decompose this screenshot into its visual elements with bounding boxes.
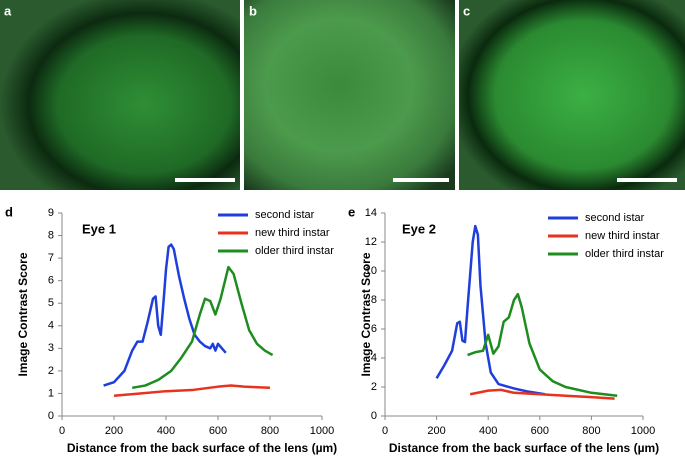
y-tick-label: 2 — [371, 381, 377, 393]
y-tick-label: 0 — [48, 410, 54, 422]
micrograph — [0, 0, 240, 190]
legend-label: second istar — [255, 209, 315, 221]
micrograph — [459, 0, 685, 190]
panel-label: e — [348, 204, 355, 219]
chart-title: Eye 1 — [82, 221, 116, 236]
line-series — [435, 224, 546, 396]
y-tick-label: 6 — [48, 275, 54, 287]
y-tick-label: 3 — [48, 342, 54, 354]
panel-label: d — [5, 204, 13, 219]
y-tick-label: 0 — [371, 410, 377, 422]
x-tick-label: 1000 — [631, 425, 655, 437]
x-tick-label: 400 — [157, 425, 175, 437]
y-tick-label: 6 — [371, 323, 377, 335]
x-tick-label: 200 — [427, 425, 445, 437]
y-tick-label: 5 — [48, 297, 54, 309]
panel-label: b — [249, 3, 257, 18]
scale-bar — [617, 178, 677, 182]
y-tick-label: 14 — [365, 207, 377, 219]
line-series — [467, 292, 618, 397]
x-tick-label: 800 — [261, 425, 279, 437]
line-series — [103, 243, 227, 387]
legend-label: second istar — [585, 212, 645, 224]
legend-label: new third instar — [585, 230, 660, 242]
x-axis-label: Distance from the back surface of the le… — [67, 441, 337, 455]
line-series — [131, 265, 274, 390]
y-tick-label: 8 — [48, 229, 54, 241]
line-series — [113, 384, 271, 397]
x-tick-label: 600 — [531, 425, 549, 437]
y-tick-label: 9 — [48, 207, 54, 219]
micrograph — [244, 0, 455, 190]
panel-label: c — [463, 3, 470, 18]
y-tick-label: 10 — [365, 265, 377, 277]
scale-bar — [393, 178, 449, 182]
x-tick-label: 0 — [59, 425, 65, 437]
chart-title: Eye 2 — [402, 221, 436, 236]
y-tick-label: 4 — [371, 352, 377, 364]
y-tick-label: 12 — [365, 236, 377, 248]
x-tick-label: 200 — [105, 425, 123, 437]
x-tick-label: 600 — [209, 425, 227, 437]
legend-label: older third instar — [255, 245, 334, 257]
panel-label: a — [4, 3, 12, 18]
y-tick-label: 2 — [48, 365, 54, 377]
x-tick-label: 400 — [479, 425, 497, 437]
scale-bar — [175, 178, 235, 182]
y-tick-label: 1 — [48, 387, 54, 399]
x-axis-label: Distance from the back surface of the le… — [389, 441, 659, 455]
y-tick-label: 4 — [48, 320, 54, 332]
legend-label: older third instar — [585, 248, 664, 260]
legend-label: new third instar — [255, 227, 330, 239]
line-series — [469, 388, 615, 400]
y-axis-label: Image Contrast Score — [359, 252, 373, 376]
y-tick-label: 7 — [48, 252, 54, 264]
y-axis-label: Image Contrast Score — [16, 252, 30, 376]
y-tick-label: 8 — [371, 294, 377, 306]
x-tick-label: 800 — [582, 425, 600, 437]
x-tick-label: 1000 — [310, 425, 334, 437]
x-tick-label: 0 — [382, 425, 388, 437]
